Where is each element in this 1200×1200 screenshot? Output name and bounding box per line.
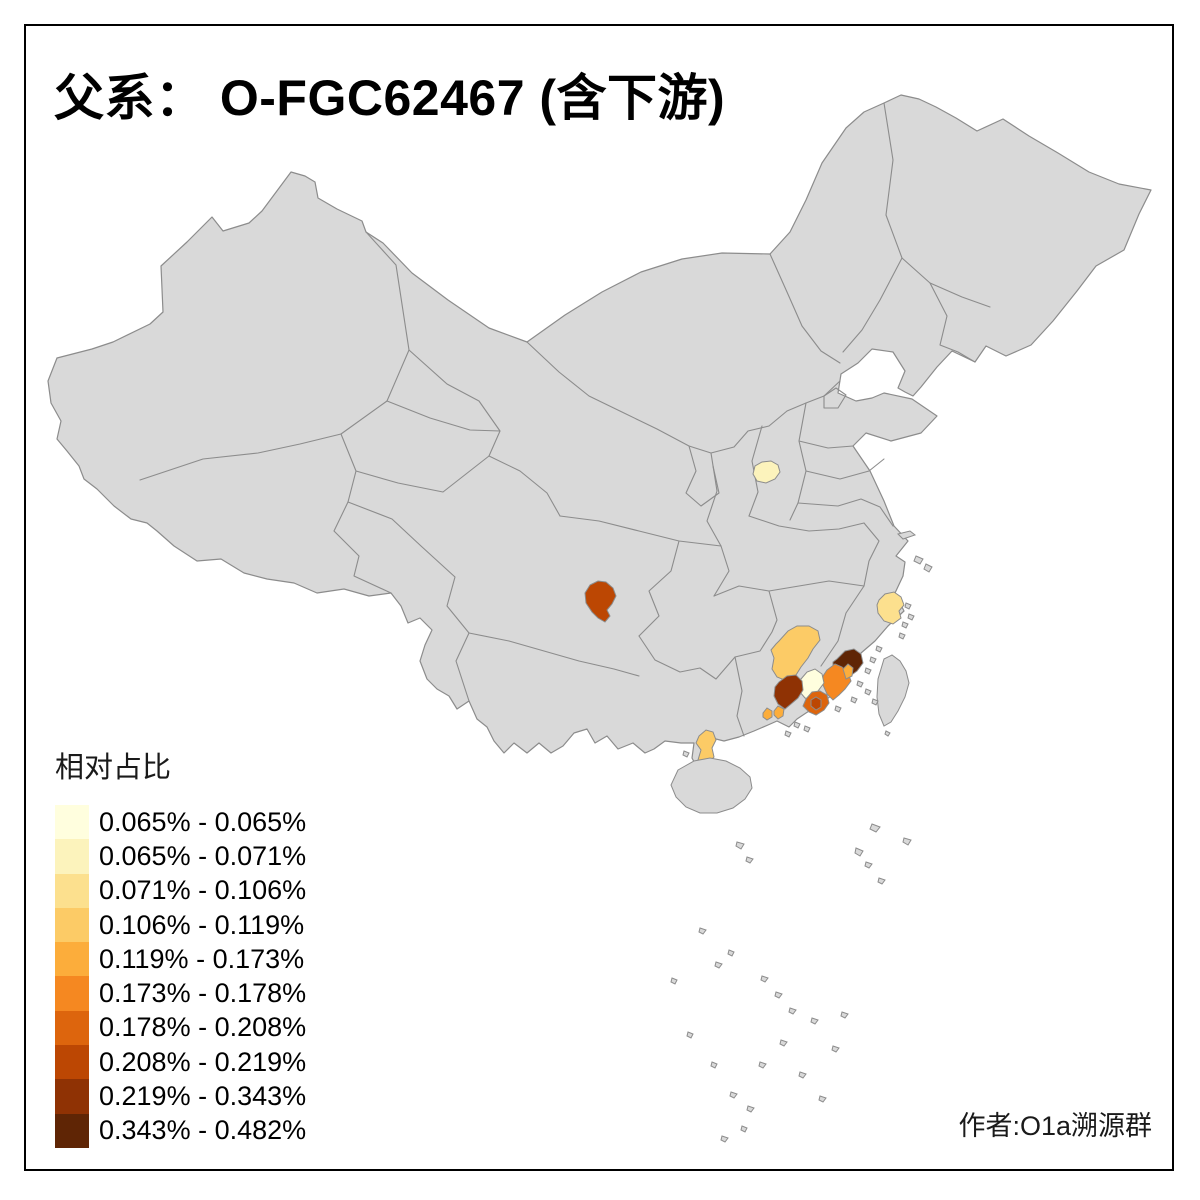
legend-swatch	[55, 942, 89, 977]
hainan-island	[670, 757, 753, 814]
legend-item: 0.208% - 0.219%	[55, 1045, 307, 1080]
legend-label: 0.071% - 0.106%	[99, 875, 307, 906]
legend-item: 0.065% - 0.065%	[55, 805, 307, 840]
legend-swatch	[55, 1010, 89, 1046]
mainland-outline	[47, 94, 1152, 774]
legend-item: 0.178% - 0.208%	[55, 1010, 307, 1046]
legend-swatch	[55, 873, 89, 908]
legend-item: 0.065% - 0.071%	[55, 839, 307, 874]
province-borders	[139, 102, 991, 737]
legend-swatch	[55, 805, 89, 840]
legend-label: 0.119% - 0.173%	[99, 943, 305, 974]
legend-items: 0.065% - 0.065% 0.065% - 0.071% 0.071% - 0…	[55, 805, 306, 1148]
region-guangzhou-guangdong	[773, 674, 804, 710]
legend-swatch	[55, 839, 89, 874]
legend-label: 0.219% - 0.343%	[99, 1081, 307, 1112]
region-pearl-delta-west	[762, 707, 773, 721]
legend-label: 0.065% - 0.071%	[99, 840, 307, 871]
legend-swatch	[55, 1113, 89, 1148]
region-coastal-south-fujian	[842, 663, 854, 680]
region-pearl-delta-east	[773, 705, 785, 720]
legend-swatch	[55, 1079, 89, 1114]
region-north-guangdong	[770, 625, 821, 682]
legend-label: 0.173% - 0.178%	[99, 978, 307, 1009]
colored-regions	[584, 460, 905, 769]
region-shenzhen-core	[810, 696, 822, 711]
legend-item: 0.343% - 0.482%	[55, 1113, 307, 1148]
legend-swatch	[55, 976, 89, 1011]
legend: 相对占比 0.065% - 0.065% 0.065% - 0.071% 0.071…	[55, 751, 306, 1148]
region-wenzhou-zhejiang	[876, 591, 905, 625]
legend-swatch	[55, 1045, 89, 1080]
region-shanxi-henan-border	[752, 460, 781, 484]
taiwan-island	[876, 654, 910, 727]
legend-item: 0.119% - 0.173%	[55, 942, 306, 977]
legend-item: 0.106% - 0.119%	[55, 907, 306, 943]
attribution: 作者:O1a溯源群	[958, 1111, 1152, 1141]
legend-item: 0.219% - 0.343%	[55, 1079, 307, 1114]
page-title: 父系： O-FGC62467 (含下游)	[54, 70, 726, 126]
legend-label: 0.106% - 0.119%	[99, 909, 305, 940]
legend-swatch	[55, 907, 89, 943]
region-chengdu-sichuan	[584, 580, 617, 623]
legend-label: 0.343% - 0.482%	[99, 1115, 307, 1146]
coastal-islands	[682, 530, 933, 758]
legend-title: 相对占比	[55, 752, 172, 784]
legend-label: 0.178% - 0.208%	[99, 1012, 307, 1043]
south-china-sea-islands	[670, 823, 912, 1143]
legend-label: 0.065% - 0.065%	[99, 806, 307, 837]
legend-item: 0.071% - 0.106%	[55, 873, 307, 908]
legend-label: 0.208% - 0.219%	[99, 1046, 307, 1077]
legend-item: 0.173% - 0.178%	[55, 976, 307, 1011]
